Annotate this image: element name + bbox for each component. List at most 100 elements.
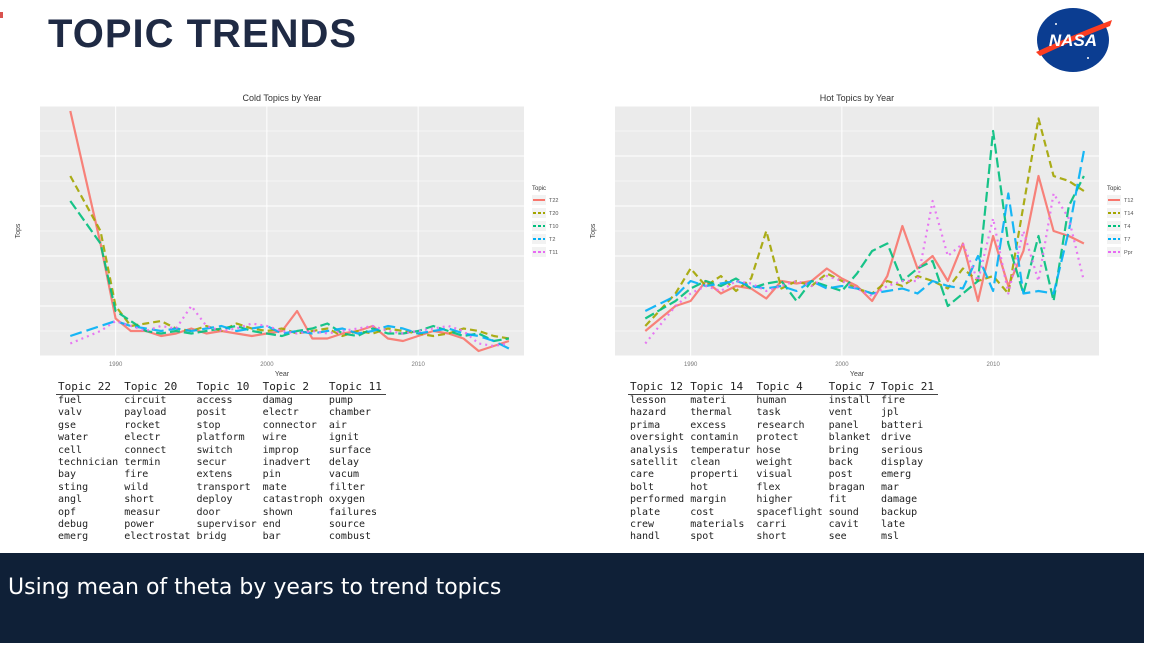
series-line-t11 (69, 304, 510, 348)
x-axis-label: Year (275, 371, 290, 378)
table-row: handl spot short see msl (628, 531, 938, 543)
table-row: crew materials carri cavit late (628, 519, 938, 531)
table-cell: bay (58, 469, 77, 481)
cold-topics-chart: Cold Topics by Year 1990 2000 2010 Year Tops T… (10, 88, 570, 378)
table-row: valv payload posit electr chamber (56, 407, 386, 419)
table-cell: oversight (630, 432, 685, 444)
table-header-cell: Topic 10 (194, 380, 261, 395)
table-cell: sound (828, 506, 859, 518)
table-header-cell: Topic 4 (754, 380, 827, 395)
table-row: bolt hot flex bragan mar (628, 482, 938, 494)
table-cell: protect (756, 432, 799, 444)
table-cell: wire (262, 432, 287, 444)
table-cell: chamber (328, 407, 372, 419)
table-cell: air (328, 419, 347, 431)
table-cell: vent (828, 407, 853, 419)
table-cell: bring (828, 444, 859, 456)
table-cell: satellit (630, 457, 679, 469)
table-cell: weight (756, 457, 793, 469)
table-cell: properti (690, 469, 739, 481)
table-cell: bolt (630, 481, 655, 493)
legend-label: T20 (549, 211, 558, 217)
table-cell: care (630, 469, 655, 481)
table-cell: ignit (328, 432, 359, 444)
nasa-logo-star (1055, 23, 1057, 25)
table-row: bay fire extens pin vacum (56, 469, 386, 481)
table-cell: post (828, 469, 853, 481)
table-cell: spot (690, 531, 715, 543)
legend-title: Topic (532, 186, 546, 192)
table-header-row: Topic 12 Topic 14 Topic 4 Topic 7 Topic 21 (628, 380, 938, 395)
table-cell: payload (124, 407, 167, 419)
table-row: analysis temperatur hose bring serious (628, 445, 938, 457)
table-row: water electr platform wire ignit (56, 432, 386, 444)
series-line-t22 (69, 110, 510, 353)
table-cell: bragan (828, 481, 865, 493)
table-cell: catastroph (262, 494, 323, 506)
table-cell: contamin (690, 432, 739, 444)
table-cell: lesson (630, 395, 667, 406)
table-cell: higher (756, 494, 793, 506)
table-cell: power (124, 519, 155, 531)
legend-label: T2 (549, 237, 555, 243)
x-tick-label: 2000 (260, 362, 274, 368)
table-cell: fuel (58, 395, 83, 406)
table-cell: drive (881, 432, 912, 444)
table-header-cell: Topic 14 (688, 380, 755, 395)
hot-topics-table: Topic 12 Topic 14 Topic 4 Topic 7 Topic 21 l… (628, 380, 938, 544)
table-cell: mate (262, 481, 287, 493)
table-cell: backup (881, 506, 918, 518)
table-cell: source (328, 519, 366, 531)
table-cell: electr (124, 432, 161, 444)
table-header-cell: Topic 7 (826, 380, 879, 395)
hot-topics-chart: Hot Topics by Year 1990 2000 2010 Year Tops To… (585, 88, 1145, 378)
table-row: fuel circuit access damag pump (56, 395, 386, 408)
x-tick-label: 2010 (986, 362, 1000, 368)
table-row: technician termin secur inadvert delay (56, 457, 386, 469)
series-line-t12 (644, 174, 1085, 332)
table-cell: shown (262, 506, 293, 518)
table-cell: research (756, 419, 805, 431)
table-cell: access (196, 395, 233, 406)
table-cell: extens (196, 469, 233, 481)
table-cell: measur (124, 506, 161, 518)
table-cell: visual (756, 469, 793, 481)
table-cell: spaceflight (756, 506, 823, 518)
table-cell: damage (881, 494, 918, 506)
table-cell: materials (690, 519, 745, 531)
table-cell: jpl (881, 407, 900, 419)
table-row: plate cost spaceflight sound backup (628, 507, 938, 519)
table-cell: water (58, 432, 89, 444)
caption-text: Using mean of theta by years to trend to… (8, 575, 502, 600)
slide-title: TOPIC TRENDS (48, 12, 358, 56)
table-header-cell: Topic 20 (122, 380, 195, 395)
table-cell: late (881, 519, 906, 531)
table-cell: plate (630, 506, 661, 518)
table-cell: handl (630, 531, 661, 543)
table-cell: combust (328, 531, 372, 543)
table-cell: failures (328, 506, 378, 518)
table-cell: electr (262, 407, 299, 419)
table-cell: short (756, 531, 787, 543)
table-cell: technician (58, 457, 119, 469)
table-cell: supervisor (196, 519, 257, 531)
y-axis-label: Tops (590, 223, 597, 238)
table-cell: human (756, 395, 787, 406)
table-row: sting wild transport mate filter (56, 482, 386, 494)
chart-title: Cold Topics by Year (243, 93, 322, 103)
table-cell: back (828, 457, 853, 469)
table-cell: install (828, 395, 871, 406)
table-row: hazard thermal task vent jpl (628, 407, 938, 419)
table-cell: materi (690, 395, 727, 406)
table-cell: platform (196, 432, 245, 444)
legend-label: T14 (1124, 211, 1133, 217)
table-cell: damag (262, 395, 293, 406)
table-header-row: Topic 22 Topic 20 Topic 10 Topic 2 Topic 11 (56, 380, 386, 395)
table-cell: crew (630, 519, 655, 531)
table-cell: clean (690, 457, 721, 469)
table-cell: rocket (124, 419, 161, 431)
table-cell: stop (196, 419, 221, 431)
x-axis-label: Year (850, 371, 865, 378)
legend-title: Topic (1107, 186, 1121, 192)
caption-banner: Using mean of theta by years to trend to… (0, 553, 1144, 643)
